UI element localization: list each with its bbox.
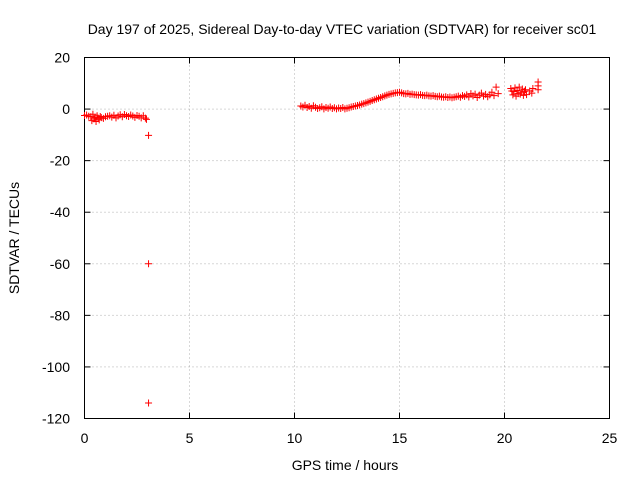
data-point xyxy=(519,91,527,99)
data-points xyxy=(81,78,542,407)
data-point xyxy=(509,91,517,99)
data-point xyxy=(492,83,500,91)
x-tick-label: 20 xyxy=(497,430,513,446)
data-point xyxy=(516,90,524,98)
data-point xyxy=(522,86,529,94)
y-tick-label: -80 xyxy=(50,307,70,323)
y-tick-label: -100 xyxy=(42,359,70,375)
data-point xyxy=(528,89,536,97)
data-point xyxy=(142,115,150,123)
data-point xyxy=(529,84,537,92)
data-point xyxy=(515,83,523,91)
y-tick-label: 20 xyxy=(54,50,70,66)
data-point xyxy=(141,114,149,122)
data-point xyxy=(510,88,518,96)
x-tick-label: 25 xyxy=(602,430,618,446)
plot-frame xyxy=(84,57,610,419)
x-tick-label: 0 xyxy=(81,430,89,446)
y-tick-label: -60 xyxy=(50,256,70,272)
axis-ticks xyxy=(84,57,610,419)
y-tick-label: -120 xyxy=(42,411,70,427)
data-point xyxy=(145,131,153,139)
y-tick-label: -20 xyxy=(50,153,70,169)
y-axis-label: SDTVAR / TECUs xyxy=(6,182,22,294)
y-axis-tick-labels: 20 0 -20 -40 -60 -80 -100 -120 xyxy=(42,50,70,427)
x-tick-label: 10 xyxy=(287,430,303,446)
chart-title: Day 197 of 2025, Sidereal Day-to-day VTE… xyxy=(88,21,597,37)
data-point xyxy=(490,92,498,100)
data-point xyxy=(534,86,542,94)
data-point xyxy=(145,399,153,407)
x-axis-tick-labels: 0 5 10 15 20 25 xyxy=(81,430,618,446)
y-tick-label: 0 xyxy=(62,101,70,117)
x-tick-label: 5 xyxy=(186,430,194,446)
y-tick-label: -40 xyxy=(50,204,70,220)
data-point xyxy=(523,91,531,99)
x-axis-label: GPS time / hours xyxy=(292,457,399,473)
grid-lines xyxy=(84,57,610,419)
x-tick-label: 15 xyxy=(392,430,408,446)
data-point xyxy=(494,90,502,98)
data-point xyxy=(145,260,153,268)
